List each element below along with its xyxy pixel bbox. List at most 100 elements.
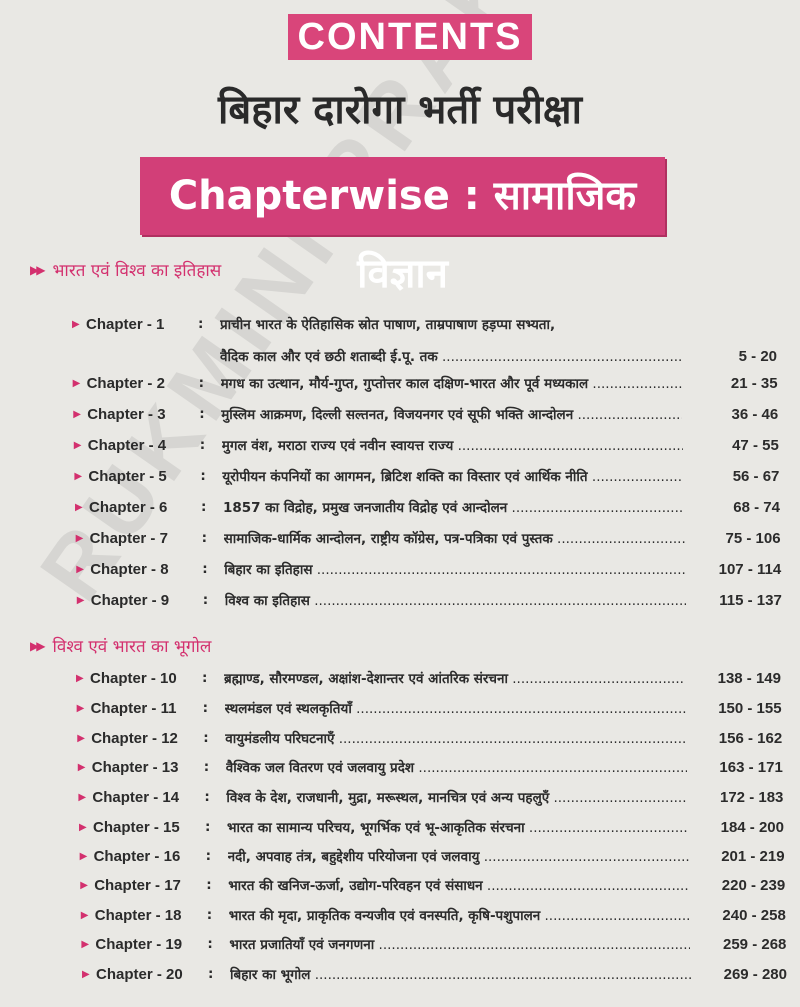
bullet-triangle-icon: ▶ xyxy=(76,563,84,575)
page-range: 201 - 219 xyxy=(721,847,785,865)
page-range: 68 - 74 xyxy=(733,498,780,516)
bullet-triangle-icon: ▶ xyxy=(78,791,87,803)
page-range: 47 - 55 xyxy=(732,436,779,454)
bullet-triangle-icon: ▶ xyxy=(80,909,89,921)
toc-row[interactable]: ▶ Chapter - 14: विश्व के देश, राजधानी, मुद… xyxy=(78,783,783,811)
chapter-title: 1857 का विद्रोह, प्रमुख जनजातीय विद्रोह … xyxy=(223,498,684,516)
toc-row[interactable]: ▶ Chapter - 8: बिहार का इतिहास 107 - 114 xyxy=(76,555,781,583)
chapter-label: Chapter - 20 xyxy=(96,965,183,983)
toc-row[interactable]: ▶ Chapter - 15: भारत का सामान्य परिचय, भूग… xyxy=(79,813,784,841)
page-range: 138 - 149 xyxy=(717,669,781,687)
bullet-triangle-icon: ▶ xyxy=(81,938,90,950)
chapter-title: स्थलमंडल एवं स्थलकृतियाँ xyxy=(225,699,686,717)
toc-row[interactable]: ▶ Chapter - 18: भारत की मृदा, प्राकृतिक वन… xyxy=(81,901,786,929)
toc-row[interactable]: ▶ Chapter - 1: प्राचीन भारत के ऐतिहासिक स्… xyxy=(72,310,777,338)
bullet-triangle-icon: ▶ xyxy=(72,377,81,389)
bullet-triangle-icon: ▶ xyxy=(82,968,90,980)
page-range: 259 - 268 xyxy=(723,935,787,953)
separator: : xyxy=(203,730,209,746)
chapter-title: सामाजिक-धार्मिक आन्दोलन, राष्ट्रीय कॉग्र… xyxy=(224,529,685,547)
separator: : xyxy=(202,670,208,686)
chapter-label: Chapter - 12 xyxy=(91,729,178,747)
chapter-title: ब्रह्माण्ड, सौरमण्डल, अक्षांश-देशान्तर ए… xyxy=(224,669,685,687)
chapter-label: Chapter - 8 xyxy=(90,560,169,578)
separator: : xyxy=(199,406,205,422)
chapter-title: विश्व के देश, राजधानी, मुद्रा, मरूस्थल, … xyxy=(226,788,687,806)
subject-banner: Chapterwise : सामाजिक विज्ञान xyxy=(140,157,665,297)
toc-row[interactable]: ▶ Chapter - 16: नदी, अपवाह तंत्र, बहुद्देश… xyxy=(80,842,785,870)
bullet-triangle-icon: ▶ xyxy=(74,470,83,482)
chapter-title: बिहार का इतिहास xyxy=(224,560,685,578)
chapter-label: Chapter - 3 xyxy=(87,405,166,423)
toc-row[interactable]: ▶ Chapter - 3: मुस्लिम आक्रमण, दिल्ली सल्त… xyxy=(73,400,778,428)
page-range: 240 - 258 xyxy=(722,906,786,924)
bullet-triangle-icon: ▶ xyxy=(76,594,85,606)
chapter-label: Chapter - 16 xyxy=(93,847,181,865)
section-heading: ▶▶ भारत एवं विश्व का इतिहास xyxy=(30,258,221,281)
book-title: बिहार दारोगा भर्ती परीक्षा xyxy=(218,87,582,133)
section-title: भारत एवं विश्व का इतिहास xyxy=(52,261,222,281)
toc-row[interactable]: ▶ Chapter - 17: भारत की खनिज-ऊर्जा, उद्योग… xyxy=(80,871,785,899)
page-range: 220 - 239 xyxy=(721,876,786,894)
chapter-title: वायुमंडलीय परिघटनाएँ xyxy=(225,729,686,747)
separator: : xyxy=(205,848,211,864)
separator: : xyxy=(202,561,208,577)
page-range: 36 - 46 xyxy=(731,405,779,423)
separator: : xyxy=(203,759,210,775)
chapter-title-continued: वैदिक काल और एवं छठी शताब्दी ई.पू. तक xyxy=(220,347,681,365)
chapter-title: भारत की खनिज-ऊर्जा, उद्योग-परिवहन एवं सं… xyxy=(228,876,689,894)
toc-row[interactable]: ▶ Chapter - 13: वैश्विक जल वितरण एवं जलवाय… xyxy=(78,753,783,781)
toc-row[interactable]: ▶ Chapter - 10: ब्रह्माण्ड, सौरमण्डल, अक्ष… xyxy=(76,664,781,692)
toc-row[interactable]: ▶ Chapter - 6:1857 का विद्रोह, प्रमुख जनज… xyxy=(75,493,780,521)
chapter-label: Chapter - 7 xyxy=(89,529,168,547)
page-range: 115 - 137 xyxy=(719,591,782,609)
page-range: 75 - 106 xyxy=(725,529,781,547)
chapter-title: मगध का उत्थान, मौर्य-गुप्त, गुप्तोत्तर क… xyxy=(221,374,682,392)
toc-row[interactable]: ▶ Chapter - 2: मगध का उत्थान, मौर्य-गुप्त,… xyxy=(73,369,778,397)
bullet-triangle-icon: ▶ xyxy=(73,408,81,420)
separator: : xyxy=(202,700,208,716)
chapter-title: यूरोपीयन कंपनियों का आगमन, ब्रिटिश शक्ति… xyxy=(222,467,683,485)
chapter-title: मुगल वंश, मराठा राज्य एवं नवीन स्वायत्त … xyxy=(222,436,683,454)
bullet-triangle-icon: ▶ xyxy=(79,850,88,862)
chapter-label: Chapter - 19 xyxy=(95,935,183,953)
toc-row[interactable]: ▶ Chapter - 7: सामाजिक-धार्मिक आन्दोलन, रा… xyxy=(76,524,781,552)
double-arrow-icon: ▶▶ xyxy=(30,262,46,277)
bullet-triangle-icon: ▶ xyxy=(76,672,84,684)
chapter-label: Chapter - 18 xyxy=(94,906,182,924)
chapter-label: Chapter - 15 xyxy=(93,818,180,836)
chapter-title: विश्व का इतिहास xyxy=(225,591,686,609)
toc-row[interactable]: ▶ Chapter - 9: विश्व का इतिहास 115 - 137 xyxy=(77,586,782,614)
separator: : xyxy=(200,468,206,484)
bullet-triangle-icon: ▶ xyxy=(72,318,80,330)
page-range: 163 - 171 xyxy=(719,758,783,776)
contents-heading: CONTENTS xyxy=(288,14,532,60)
chapter-label: Chapter - 10 xyxy=(90,669,177,687)
chapter-title: वैश्विक जल वितरण एवं जलवायु प्रदेश xyxy=(226,758,687,776)
toc-row-continuation: वैदिक काल और एवं छठी शताब्दी ई.पू. तक 5 -… xyxy=(72,342,777,370)
separator: : xyxy=(205,819,211,835)
double-arrow-icon: ▶▶ xyxy=(30,638,46,653)
toc-row[interactable]: ▶ Chapter - 20: बिहार का भूगोल 269 - 280 xyxy=(82,960,787,988)
bullet-triangle-icon: ▶ xyxy=(73,439,82,451)
page-range: 150 - 155 xyxy=(718,699,782,717)
chapter-title: नदी, अपवाह तंत्र, बहुद्देशीय परियोजना एव… xyxy=(228,847,689,865)
toc-row[interactable]: ▶ Chapter - 12: वायुमंडलीय परिघटनाएँ 156 - … xyxy=(77,724,782,752)
chapter-label: Chapter - 11 xyxy=(90,699,177,717)
toc-row[interactable]: ▶ Chapter - 19: भारत प्रजातियाँ एवं जनगणना… xyxy=(81,930,786,958)
chapter-label: Chapter - 17 xyxy=(94,876,181,894)
chapter-label: Chapter - 9 xyxy=(90,591,170,609)
page-range: 172 - 183 xyxy=(720,788,784,806)
toc-row[interactable]: ▶ Chapter - 11: स्थलमंडल एवं स्थलकृतियाँ 15… xyxy=(77,694,782,722)
chapter-label: Chapter - 14 xyxy=(92,788,180,806)
bullet-triangle-icon: ▶ xyxy=(80,879,88,891)
chapter-title: भारत प्रजातियाँ एवं जनगणना xyxy=(229,935,690,953)
page-range: 56 - 67 xyxy=(732,467,780,485)
chapter-title: बिहार का भूगोल xyxy=(230,965,691,983)
toc-row[interactable]: ▶ Chapter - 5: यूरोपीयन कंपनियों का आगमन, … xyxy=(74,462,779,490)
bullet-triangle-icon: ▶ xyxy=(75,501,83,513)
section-title: विश्व एवं भारत का भूगोल xyxy=(52,637,212,657)
toc-row[interactable]: ▶ Chapter - 4: मुगल वंश, मराठा राज्य एवं न… xyxy=(74,431,779,459)
page-range: 184 - 200 xyxy=(720,818,784,836)
separator: : xyxy=(206,907,213,923)
